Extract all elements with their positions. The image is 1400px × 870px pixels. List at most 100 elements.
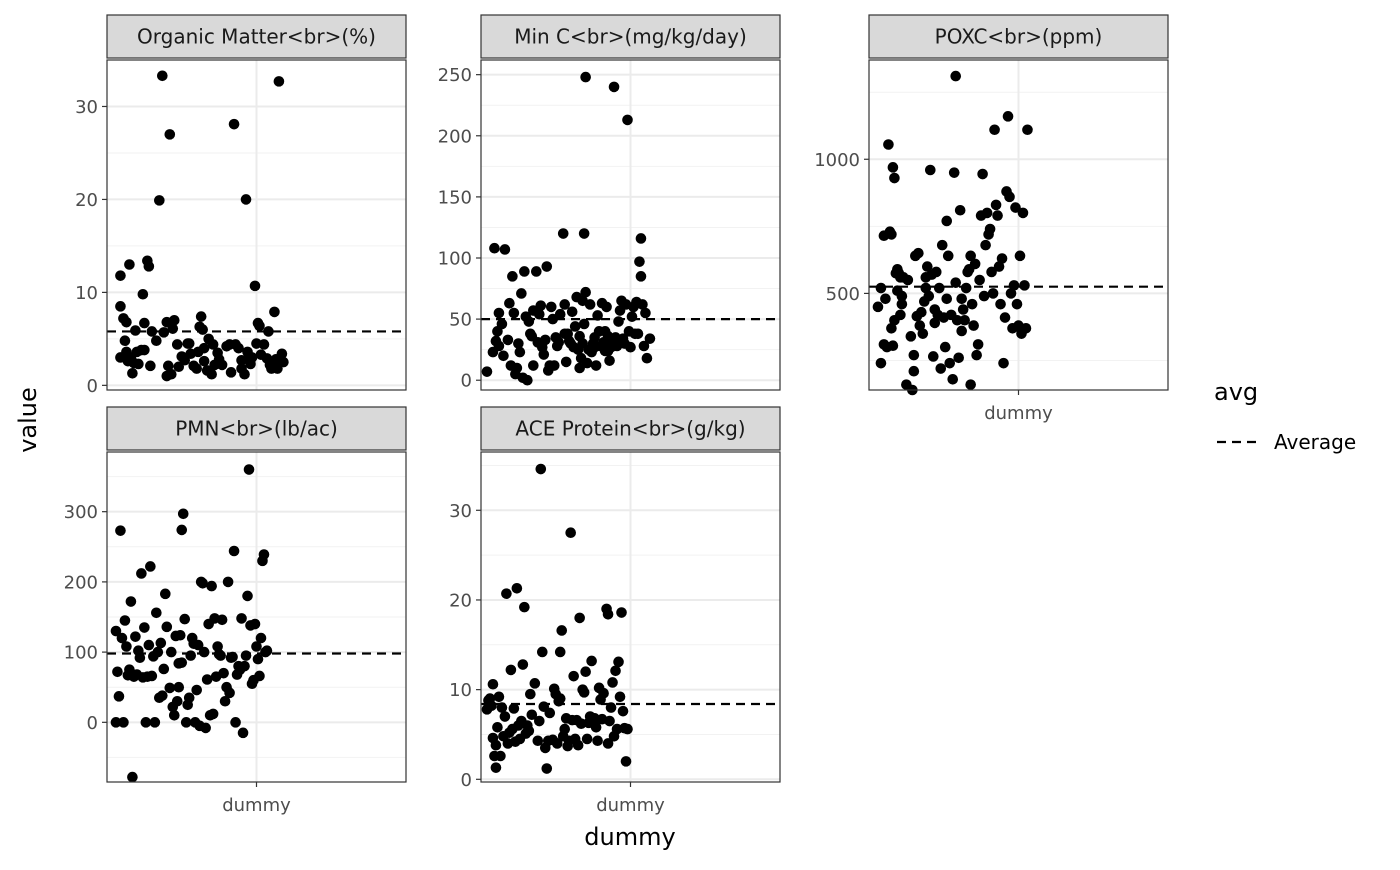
data-point xyxy=(237,727,249,739)
data-point xyxy=(902,274,914,286)
data-point xyxy=(130,325,141,336)
data-point xyxy=(140,717,152,728)
data-point xyxy=(960,282,972,294)
data-point xyxy=(174,629,186,641)
data-point xyxy=(176,524,188,536)
data-point xyxy=(207,339,219,350)
y-tick-label: 50 xyxy=(449,310,472,331)
data-point xyxy=(592,735,603,747)
x-tick-label: dummy xyxy=(222,795,291,816)
data-point xyxy=(638,340,650,352)
data-point xyxy=(228,118,240,130)
data-point xyxy=(923,290,935,302)
data-point xyxy=(504,297,515,309)
data-point xyxy=(498,350,509,362)
data-point xyxy=(578,228,590,239)
data-point xyxy=(554,308,566,320)
data-point xyxy=(581,733,593,745)
data-point xyxy=(930,266,942,278)
data-point xyxy=(1005,288,1017,299)
data-point xyxy=(601,301,612,313)
data-point xyxy=(133,358,144,370)
data-point xyxy=(228,545,240,557)
data-point xyxy=(127,771,138,783)
data-point xyxy=(489,242,500,254)
y-tick-label: 500 xyxy=(826,284,860,305)
data-point xyxy=(183,338,195,349)
data-point xyxy=(944,357,956,369)
data-point xyxy=(536,646,548,658)
data-point xyxy=(173,681,185,693)
data-point xyxy=(255,632,267,644)
data-point xyxy=(986,266,997,278)
data-point xyxy=(965,250,976,262)
data-point xyxy=(936,239,948,251)
data-point xyxy=(161,621,173,633)
data-point xyxy=(996,253,1008,264)
data-point xyxy=(508,307,520,319)
data-point xyxy=(505,664,517,676)
data-point xyxy=(534,308,545,320)
facet-strip-label: PMN<br>(lb/ac) xyxy=(175,417,338,441)
data-point xyxy=(252,653,264,665)
data-point xyxy=(1008,280,1020,291)
data-point xyxy=(947,373,959,385)
data-point xyxy=(581,357,593,369)
data-point xyxy=(1011,298,1023,310)
data-point xyxy=(115,301,126,312)
data-point xyxy=(113,691,125,702)
data-point xyxy=(225,367,237,378)
data-point xyxy=(121,641,132,652)
data-point xyxy=(130,631,141,642)
data-point xyxy=(134,652,146,664)
data-point xyxy=(511,583,523,594)
data-point xyxy=(578,687,590,698)
y-tick-label: 20 xyxy=(75,190,98,211)
data-point xyxy=(620,756,632,767)
y-tick-label: 0 xyxy=(461,770,472,791)
data-point xyxy=(496,702,508,713)
data-point xyxy=(192,639,204,651)
data-point xyxy=(158,327,170,338)
data-point xyxy=(151,607,162,619)
data-point xyxy=(493,340,505,352)
data-point xyxy=(887,340,899,352)
data-point xyxy=(249,618,261,630)
facet-panels: Organic Matter<br>(%) 0 10 20 30 Min C<br>(mg… xyxy=(64,14,1169,816)
data-point xyxy=(514,346,526,358)
data-point xyxy=(522,374,533,386)
data-point xyxy=(553,337,565,348)
data-point xyxy=(215,650,226,661)
facet-strip xyxy=(480,14,781,59)
data-point xyxy=(534,715,545,727)
data-point xyxy=(541,763,553,774)
data-point xyxy=(987,288,999,299)
data-point xyxy=(539,334,551,346)
x-axis-title: dummy xyxy=(584,823,675,851)
data-point xyxy=(219,695,231,707)
data-point xyxy=(195,311,207,322)
data-point xyxy=(139,344,150,356)
facet-strip xyxy=(480,406,781,451)
data-point xyxy=(622,723,633,735)
data-point xyxy=(990,199,1002,211)
data-point xyxy=(115,270,126,281)
x-tick-label: dummy xyxy=(984,403,1053,424)
y-tick-label: 200 xyxy=(438,126,472,147)
data-point xyxy=(908,365,920,377)
data-point xyxy=(613,656,624,668)
data-point xyxy=(487,678,499,690)
data-point xyxy=(578,318,590,330)
data-point xyxy=(1022,124,1033,136)
data-point xyxy=(590,360,602,371)
data-point xyxy=(883,139,894,150)
data-point xyxy=(511,362,523,374)
data-point xyxy=(565,527,576,539)
data-point xyxy=(637,299,648,310)
data-point xyxy=(972,339,984,350)
data-point xyxy=(551,738,563,749)
data-point xyxy=(625,341,636,353)
data-point xyxy=(243,464,255,475)
data-point xyxy=(218,667,229,679)
data-point xyxy=(110,625,122,637)
